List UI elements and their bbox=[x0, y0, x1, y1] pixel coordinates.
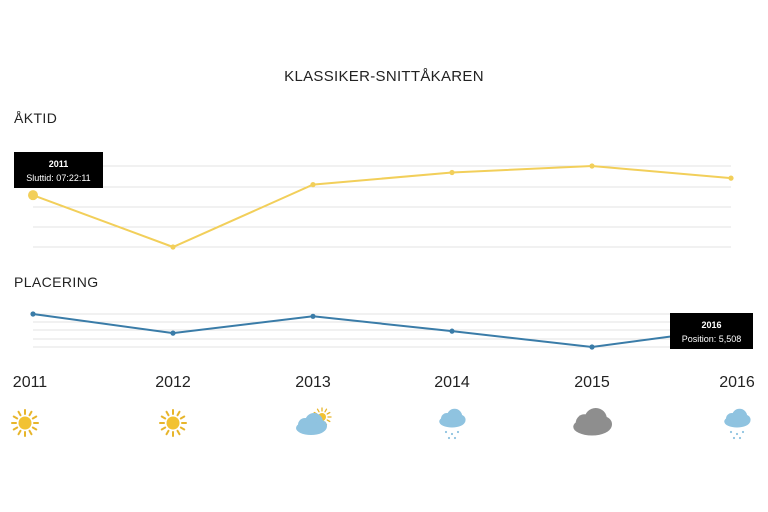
line-position bbox=[32, 313, 732, 349]
year-label-2012: 2012 bbox=[155, 374, 191, 391]
grid-time bbox=[33, 165, 731, 248]
snow-cloud-icon bbox=[724, 408, 751, 440]
chart-title: KLASSIKER-SNITTÅKAREN bbox=[284, 68, 484, 85]
year-label-2015: 2015 bbox=[574, 374, 610, 391]
tooltip-time: 2011 Sluttid: 07:22:11 bbox=[14, 152, 103, 188]
point-time-2013[interactable] bbox=[310, 182, 316, 188]
tooltip-position-value: Position: 5,508 bbox=[681, 334, 742, 344]
point-time-2014[interactable] bbox=[449, 169, 455, 176]
point-position-2013[interactable] bbox=[310, 313, 316, 319]
snow-cloud-icon bbox=[439, 408, 466, 440]
point-position-2011[interactable] bbox=[30, 311, 36, 317]
partly-cloudy-icon bbox=[296, 407, 332, 435]
point-position-2015[interactable] bbox=[589, 344, 595, 350]
point-time-2015[interactable] bbox=[589, 163, 595, 169]
section-label-position: PLACERING bbox=[14, 274, 99, 290]
grid-position bbox=[33, 313, 731, 348]
section-label-time: ÅKTID bbox=[14, 110, 58, 126]
point-time-2012[interactable] bbox=[170, 244, 176, 250]
dark-cloud-icon bbox=[573, 408, 612, 436]
sun-icon bbox=[159, 409, 187, 437]
point-time-2016[interactable] bbox=[728, 175, 734, 181]
point-time-2011[interactable] bbox=[28, 190, 38, 201]
tooltip-position: 2016 Position: 5,508 bbox=[670, 313, 753, 349]
tooltip-time-value: Sluttid: 07:22:11 bbox=[26, 173, 91, 183]
point-position-2012[interactable] bbox=[170, 330, 176, 336]
year-label-2016: 2016 bbox=[719, 374, 755, 391]
year-label-2013: 2013 bbox=[295, 374, 331, 391]
series-time bbox=[28, 163, 734, 250]
tooltip-position-year: 2016 bbox=[701, 320, 722, 330]
weather-row bbox=[11, 407, 751, 440]
year-axis: 2011 2012 2013 2014 2015 2016 bbox=[13, 374, 755, 391]
sun-icon bbox=[11, 409, 39, 437]
year-label-2014: 2014 bbox=[434, 374, 470, 391]
tooltip-time-year: 2011 bbox=[48, 159, 69, 169]
point-position-2014[interactable] bbox=[449, 328, 455, 334]
year-label-2011: 2011 bbox=[13, 374, 48, 391]
line-time bbox=[32, 164, 732, 249]
